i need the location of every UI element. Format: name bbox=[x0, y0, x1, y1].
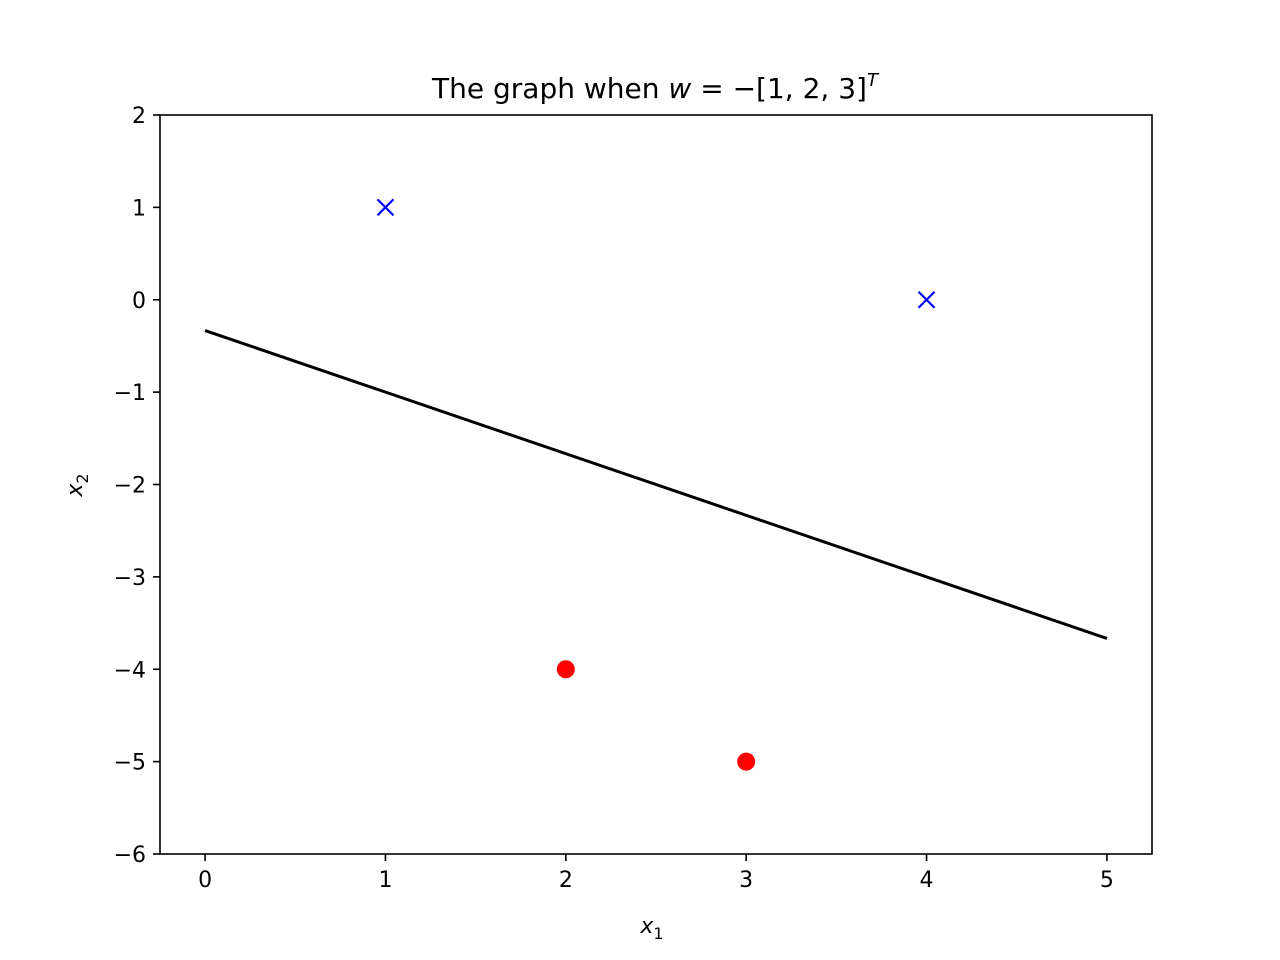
x-tick-label: 0 bbox=[198, 868, 212, 893]
x-axis-label: x1 bbox=[639, 914, 663, 943]
circle-marker-point bbox=[737, 752, 756, 771]
y-tick-label: −5 bbox=[114, 751, 146, 776]
x-marker-point bbox=[376, 198, 395, 217]
y-axis-label: x2 bbox=[63, 473, 92, 497]
y-tick-label: −1 bbox=[114, 381, 146, 406]
x-marker-stroke bbox=[917, 290, 936, 309]
points-group bbox=[376, 198, 936, 771]
y-axis-label-base: x bbox=[63, 483, 88, 498]
line-group bbox=[204, 329, 1108, 640]
chart-title-equals: = bbox=[691, 72, 732, 105]
chart-title-var: w bbox=[668, 72, 691, 105]
x-tick-label: 5 bbox=[1100, 868, 1114, 893]
y-tick-label: 0 bbox=[132, 289, 146, 314]
chart-title-minus: − bbox=[733, 72, 756, 105]
x-tick-label: 3 bbox=[739, 868, 753, 893]
x-marker-stroke bbox=[376, 198, 395, 217]
y-tick-label: −4 bbox=[114, 658, 146, 683]
y-tick-label: 2 bbox=[132, 104, 146, 129]
y-tick-label: −6 bbox=[114, 843, 146, 868]
boundary-line bbox=[204, 329, 1108, 640]
chart-title-prefix: The graph when bbox=[431, 72, 668, 105]
circle-marker-point bbox=[556, 660, 575, 679]
x-tick-label: 1 bbox=[378, 868, 392, 893]
ticks-group: 0 1 2 3 4 5 2 1 0 −1 −2 −3 −4 −5 −6 bbox=[114, 104, 1114, 893]
x-tick-label: 4 bbox=[920, 868, 934, 893]
y-tick-label: −2 bbox=[114, 474, 146, 499]
x-axis-label-sub: 1 bbox=[653, 924, 663, 943]
chart-title-superscript: T bbox=[867, 70, 880, 91]
chart-title-vector: [1, 2, 3] bbox=[756, 72, 867, 105]
chart-title: The graph when w = −[1, 2, 3]T bbox=[431, 70, 880, 105]
plot-frame bbox=[159, 114, 1153, 855]
x-tick-label: 2 bbox=[559, 868, 573, 893]
y-tick-label: 1 bbox=[132, 196, 146, 221]
x-axis-label-base: x bbox=[639, 914, 654, 939]
y-axis-label-sub: 2 bbox=[73, 473, 92, 483]
y-tick-label: −3 bbox=[114, 566, 146, 591]
x-marker-point bbox=[917, 290, 936, 309]
